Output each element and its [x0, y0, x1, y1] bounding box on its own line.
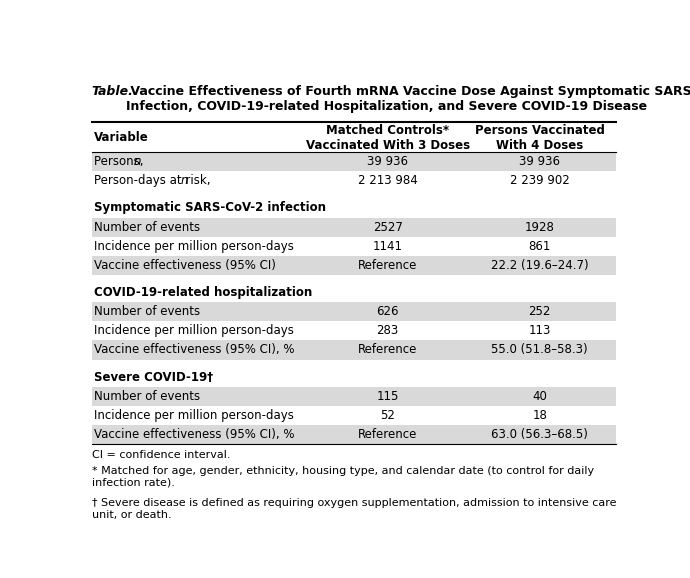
Text: * Matched for age, gender, ethnicity, housing type, and calendar date (to contro: * Matched for age, gender, ethnicity, ho…: [92, 466, 593, 488]
Text: 113: 113: [529, 324, 551, 338]
Text: Table.: Table.: [92, 85, 133, 98]
Text: Vaccine effectiveness (95% CI), %: Vaccine effectiveness (95% CI), %: [95, 428, 295, 441]
Text: Matched Controls*
Vaccinated With 3 Doses: Matched Controls* Vaccinated With 3 Dose…: [306, 124, 470, 152]
Bar: [92, 302, 615, 321]
Text: Incidence per million person-days: Incidence per million person-days: [95, 240, 294, 253]
Text: 861: 861: [529, 240, 551, 253]
Text: Number of events: Number of events: [95, 221, 200, 234]
Text: 18: 18: [532, 409, 547, 422]
Text: n: n: [134, 155, 141, 168]
Text: 2527: 2527: [373, 221, 403, 234]
Text: Incidence per million person-days: Incidence per million person-days: [95, 409, 294, 422]
Text: 52: 52: [380, 409, 395, 422]
Text: n: n: [180, 175, 188, 187]
Text: Persons Vaccinated
With 4 Doses: Persons Vaccinated With 4 Doses: [475, 124, 604, 152]
Text: 55.0 (51.8–58.3): 55.0 (51.8–58.3): [491, 343, 588, 357]
Bar: [92, 387, 615, 406]
Text: Persons,: Persons,: [95, 155, 148, 168]
Text: Incidence per million person-days: Incidence per million person-days: [95, 324, 294, 338]
Text: Vaccine effectiveness (95% CI), %: Vaccine effectiveness (95% CI), %: [95, 343, 295, 357]
Text: Number of events: Number of events: [95, 305, 200, 318]
Text: Vaccine Effectiveness of Fourth mRNA Vaccine Dose Against Symptomatic SARS-CoV-2: Vaccine Effectiveness of Fourth mRNA Vac…: [126, 85, 690, 113]
Text: Reference: Reference: [358, 428, 417, 441]
Bar: [92, 425, 615, 444]
Text: 22.2 (19.6–24.7): 22.2 (19.6–24.7): [491, 259, 589, 272]
Text: 39 936: 39 936: [519, 155, 560, 168]
Text: † Severe disease is defined as requiring oxygen supplementation, admission to in: † Severe disease is defined as requiring…: [92, 498, 616, 520]
Bar: [92, 217, 615, 237]
Text: 2 213 984: 2 213 984: [358, 175, 417, 187]
Text: Number of events: Number of events: [95, 390, 200, 403]
Bar: [92, 256, 615, 275]
Text: 39 936: 39 936: [367, 155, 408, 168]
Text: 2 239 902: 2 239 902: [510, 175, 569, 187]
Bar: [92, 152, 615, 171]
Text: 40: 40: [532, 390, 547, 403]
Text: Variable: Variable: [95, 131, 149, 143]
Bar: [92, 340, 615, 360]
Text: Reference: Reference: [358, 343, 417, 357]
Text: 1928: 1928: [524, 221, 555, 234]
Text: 1141: 1141: [373, 240, 403, 253]
Text: 283: 283: [377, 324, 399, 338]
Text: 252: 252: [529, 305, 551, 318]
Text: COVID-19-related hospitalization: COVID-19-related hospitalization: [95, 286, 313, 299]
Text: 115: 115: [377, 390, 399, 403]
Text: Vaccine effectiveness (95% CI): Vaccine effectiveness (95% CI): [95, 259, 276, 272]
Text: Person-days at risk,: Person-days at risk,: [95, 175, 215, 187]
Text: Severe COVID-19†: Severe COVID-19†: [95, 370, 213, 384]
Text: Symptomatic SARS-CoV-2 infection: Symptomatic SARS-CoV-2 infection: [95, 202, 326, 214]
Text: Reference: Reference: [358, 259, 417, 272]
Text: 626: 626: [377, 305, 399, 318]
Text: 63.0 (56.3–68.5): 63.0 (56.3–68.5): [491, 428, 588, 441]
Text: CI = confidence interval.: CI = confidence interval.: [92, 450, 230, 460]
